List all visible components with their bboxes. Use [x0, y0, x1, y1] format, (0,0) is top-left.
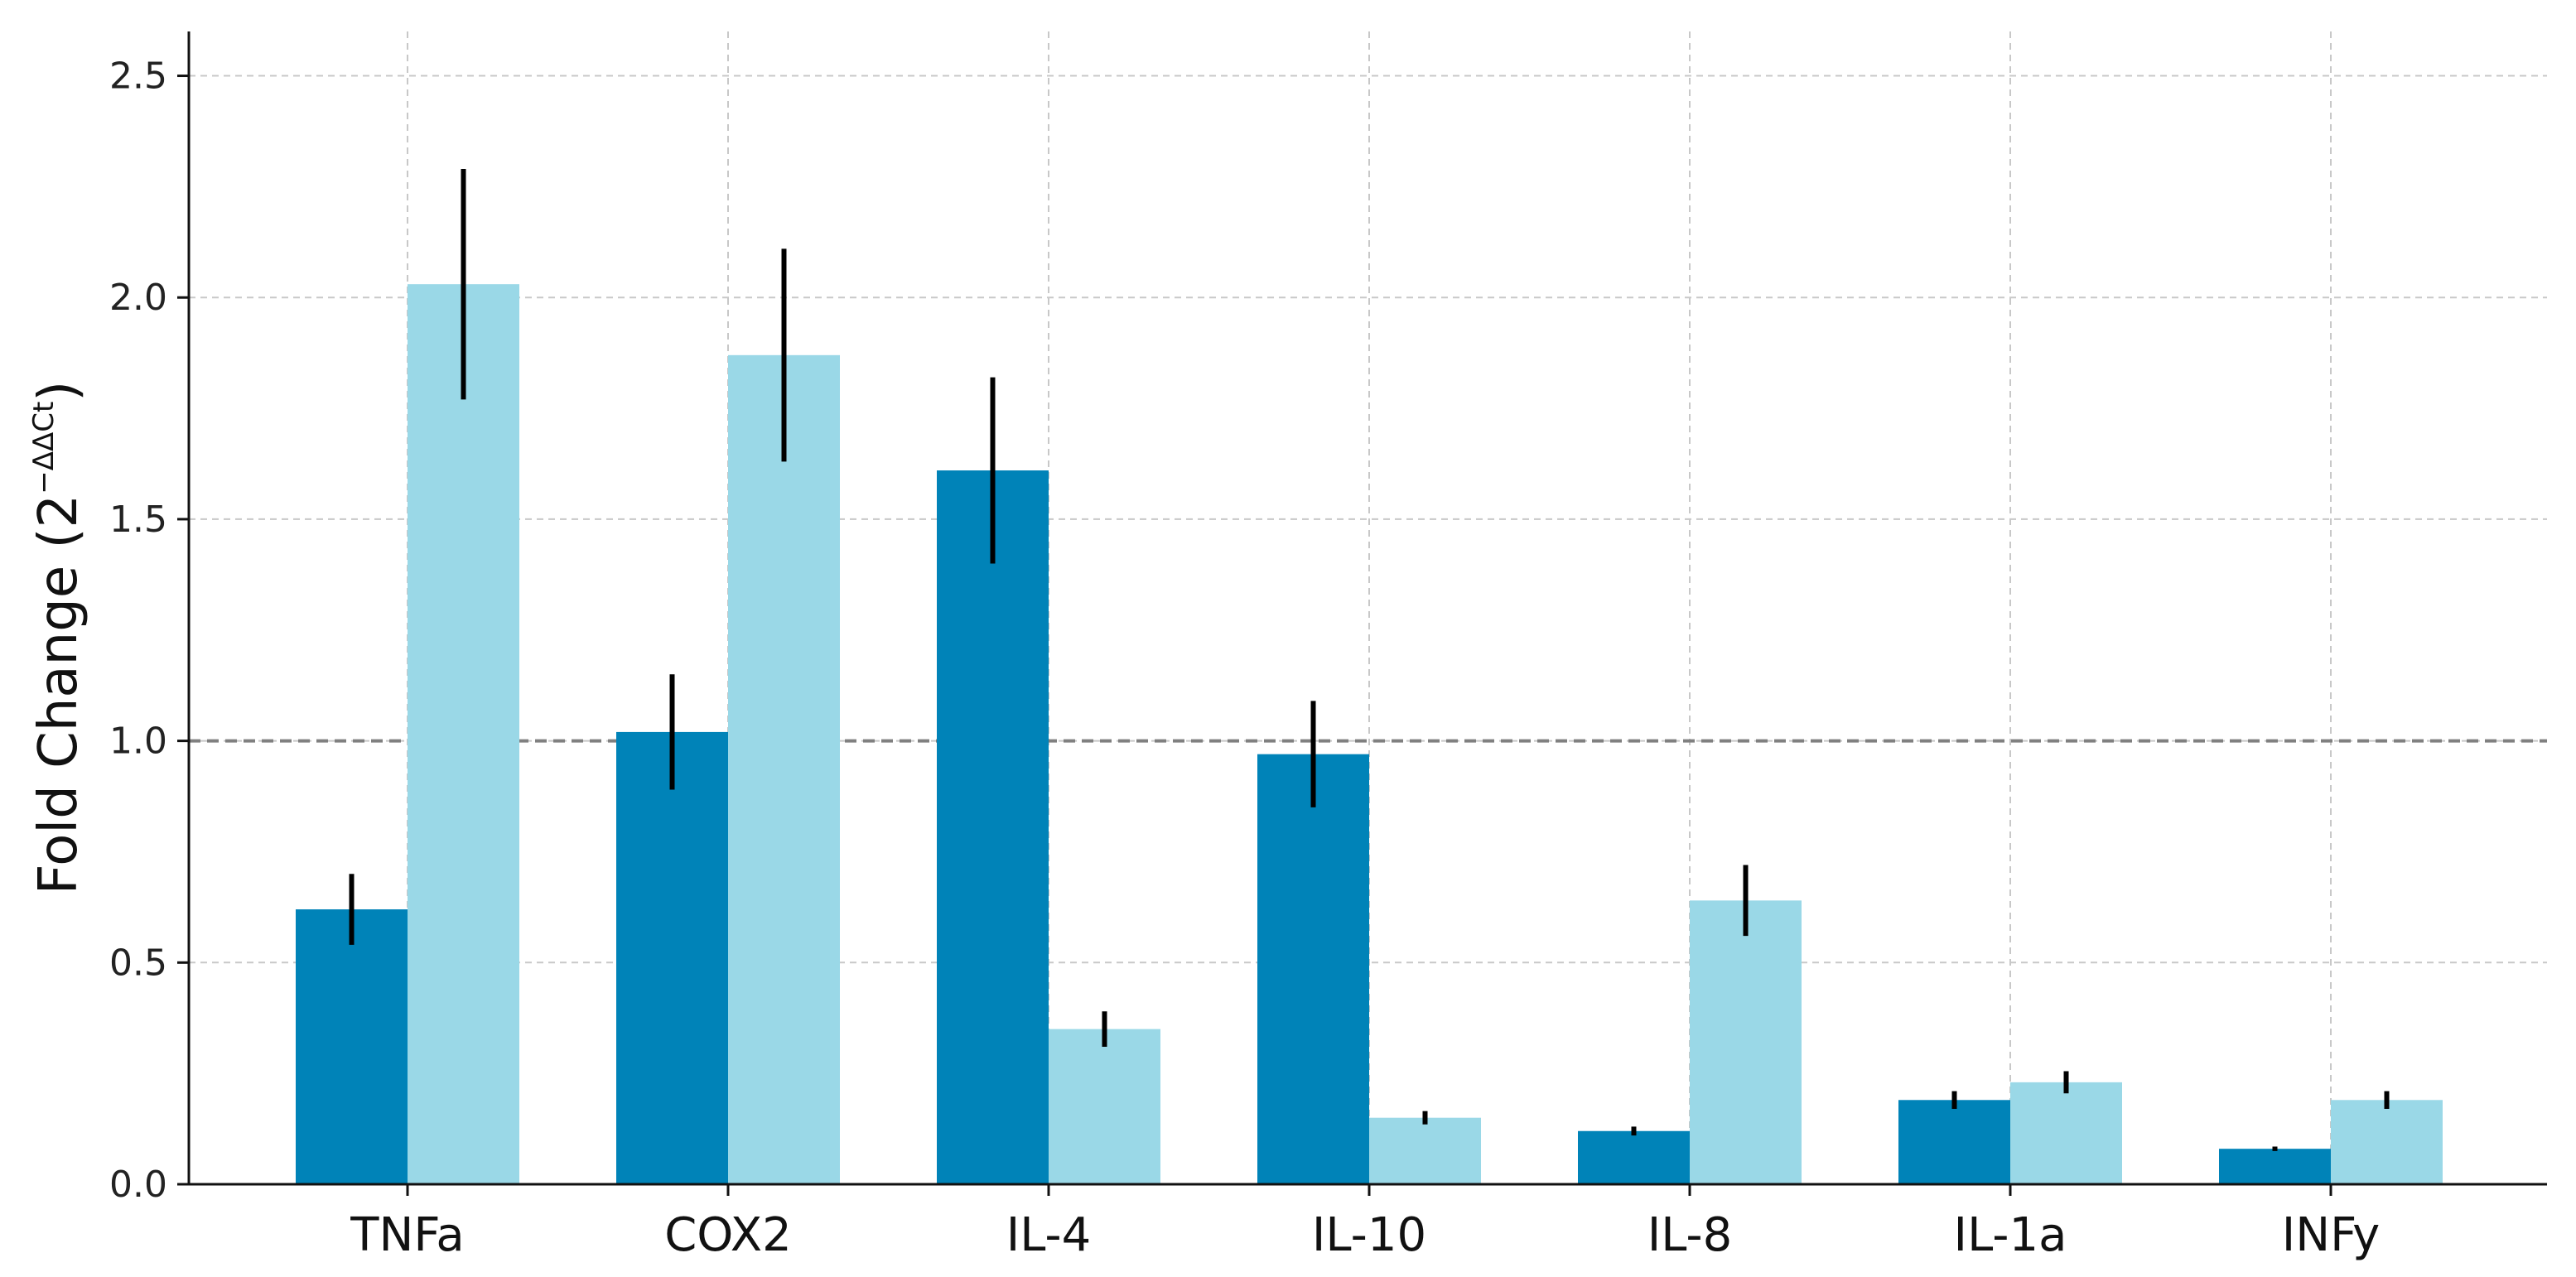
bars-layer	[296, 284, 2443, 1185]
bar-il-10-series-2	[1369, 1117, 1481, 1184]
x-tick-label-infy: INFy	[2282, 1208, 2381, 1262]
bar-il-10-series-1	[1257, 754, 1369, 1184]
y-tick-labels: 0.0 0.5 1.0 1.5 2.0 2.5	[109, 55, 189, 1206]
y-tick-label: 2.0	[109, 277, 167, 319]
bar-il-1a-series-2	[2010, 1082, 2122, 1184]
y-tick-label: 0.0	[109, 1164, 167, 1206]
bar-cox2-series-2	[728, 354, 840, 1184]
x-tick-label-cox2: COX2	[664, 1208, 792, 1262]
y-axis-title-superscript: −ΔΔCt	[27, 402, 60, 494]
y-tick-label: 1.0	[109, 720, 167, 763]
bar-infy-series-1	[2219, 1149, 2331, 1184]
y-tick-label: 1.5	[109, 499, 167, 541]
x-tick-labels: TNFa COX2 IL-4 IL-10 IL-8 IL-1a INFy	[350, 1184, 2380, 1262]
y-axis-title-close: )	[28, 381, 89, 402]
x-tick-label-il-4: IL-4	[1006, 1208, 1092, 1262]
x-tick-label-il-8: IL-8	[1647, 1208, 1733, 1262]
bar-infy-series-2	[2331, 1100, 2443, 1184]
bar-il-4-series-2	[1049, 1029, 1160, 1184]
error-bars-layer	[349, 168, 2390, 1151]
bar-il-8-series-2	[1690, 900, 1802, 1184]
bar-tnfa-series-2	[408, 284, 519, 1185]
bar-il-4-series-1	[937, 470, 1049, 1184]
bar-cox2-series-1	[616, 731, 728, 1184]
y-tick-label: 2.5	[109, 55, 167, 98]
y-axis-title: Fold Change (2−ΔΔCt)	[27, 381, 89, 895]
x-tick-label-tnfa: TNFa	[350, 1208, 464, 1262]
y-axis-title-main: Fold Change (2	[28, 494, 89, 895]
x-tick-label-il-10: IL-10	[1312, 1208, 1426, 1262]
bar-il-1a-series-1	[1898, 1100, 2010, 1184]
bar-tnfa-series-1	[296, 909, 408, 1184]
y-tick-label: 0.5	[109, 942, 167, 984]
x-tick-label-il-1a: IL-1a	[1954, 1208, 2067, 1262]
bar-il-8-series-1	[1578, 1130, 1690, 1184]
